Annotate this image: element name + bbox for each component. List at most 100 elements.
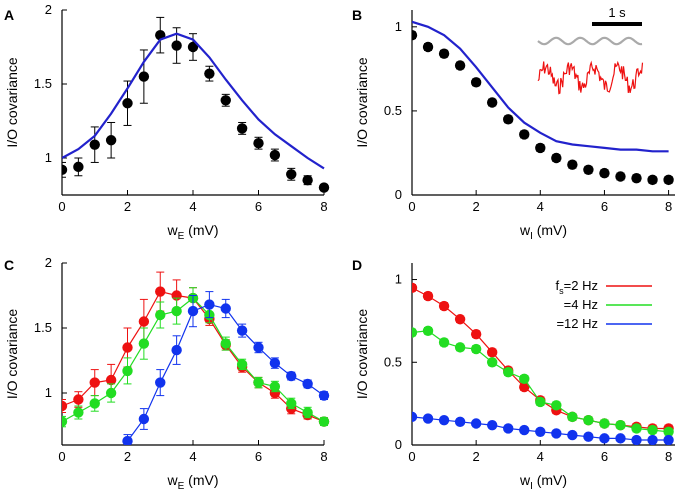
panel-a-y-tick-label: 1 [45, 150, 52, 165]
panel-a-series-data-point [73, 161, 84, 173]
panel-a-series-data-point [89, 139, 100, 150]
panel-c-series-12-hz-point [187, 305, 199, 317]
panel-d-xlabel-unit: (mV) [533, 472, 567, 488]
panel-a-series-data-point [187, 41, 199, 53]
stimulus-sine-wave [537, 36, 643, 46]
panel-d-x-tick-label: 2 [473, 449, 480, 464]
panel-b-xlabel-unit: (mV) [533, 222, 567, 238]
panel-d-series-2-hz-point [470, 328, 482, 340]
panel-c-data [62, 271, 330, 445]
panel-d-series-2-hz-point [454, 314, 466, 325]
legend-prefix: f [556, 278, 560, 293]
panel-d-series-12-hz-point [438, 414, 450, 426]
panel-c-label: C [4, 257, 14, 273]
panel-d-ylabel: I/O covariance [354, 309, 370, 399]
panel-d-series-12-hz-point [599, 433, 610, 444]
panel-b-x-tick-label: 4 [537, 199, 544, 214]
panel-c-series-4-hz-point [236, 359, 248, 370]
panel-c-series-4-hz-point [220, 338, 231, 349]
panel-d-series-4-hz-point [567, 411, 578, 423]
panel-d-series-12-hz [412, 411, 674, 445]
panel-b-series-data-point [486, 97, 498, 108]
panel-d-x-tick-label: 0 [408, 449, 415, 464]
panel-b-series-data-point [631, 172, 642, 184]
panel-d-series-4-hz-point [551, 400, 562, 411]
panel-a-ylabel: I/O covariance [4, 57, 20, 147]
panel-c-series-12-hz-point [269, 357, 281, 369]
panel-d-series-12-hz-point [583, 431, 594, 442]
panel-d-series-2-hz-point [486, 347, 498, 358]
panel-a-label: A [4, 7, 14, 23]
panel-b-series-data-point [567, 159, 578, 170]
panel-a-series-data-point [138, 71, 150, 82]
panel-c-series-12-hz-point [138, 413, 150, 425]
panel-b-series-data-point [599, 167, 610, 179]
panel-a-series-data-point [269, 149, 281, 161]
panel-a-series-data-point [220, 95, 231, 106]
panel-d-series-2-hz-point [412, 282, 418, 294]
panel-d-xlabel: wI (mV) [519, 472, 567, 492]
panel-d-y-tick-label: 0 [395, 437, 402, 452]
panel-b-ylabel: I/O covariance [354, 57, 370, 147]
legend-value: =2 Hz [564, 278, 598, 293]
panel-a-y-tick-label: 1.5 [34, 76, 52, 91]
panel-b-inset: 1 s [537, 5, 644, 95]
panel-c-series-12-hz-point [155, 377, 166, 388]
panel-c-series-4-hz-point [286, 398, 297, 409]
panel-d-series-12-hz-point [663, 434, 674, 445]
panel-c-series-12-hz-point [302, 378, 313, 390]
panel-a-series-theory-curve [62, 32, 325, 170]
panel-c-series-4-hz-point [105, 387, 117, 399]
panel-c-series-12-hz-point [253, 342, 264, 353]
panel-b-y-tick-label: 0 [395, 187, 402, 202]
panel-a-series-theory [62, 32, 325, 170]
panel-d-series-12-hz-point [412, 411, 418, 423]
panel-a-series-data [62, 16, 330, 193]
panel-b-series-data-point [615, 171, 626, 182]
panel-b-xlabel-main: w [519, 222, 531, 238]
panel-c-series-2-hz-point [62, 400, 68, 412]
panel-c-series-2-hz-point [155, 286, 166, 297]
legend-label: =12 Hz [556, 316, 598, 331]
panel-d-series-4-hz-point [631, 423, 642, 434]
legend-label: fs=2 Hz [556, 278, 598, 296]
panel-d-series-12-hz-point [470, 418, 482, 429]
panel-b-series-theory-curve [412, 20, 669, 153]
panel-d-series-4-hz-point [438, 337, 450, 348]
legend-label: =4 Hz [564, 297, 598, 312]
panel-a-y-tick-label: 2 [45, 2, 52, 17]
panel-c-series-2-hz-point [105, 374, 117, 386]
panel-c-x-tick-label: 4 [189, 449, 196, 464]
panel-c-series-12-hz-point [286, 370, 297, 382]
panel-b-data [412, 20, 674, 186]
panel-c-series-12-hz-point [236, 325, 248, 336]
panel-b-series-data-point [519, 129, 530, 140]
panel-d-series-4-hz-point [486, 357, 498, 368]
panel-c-series-4-hz-point [155, 309, 166, 321]
panel-d-data [412, 282, 674, 445]
panel-d-series-4-hz-point [412, 327, 418, 338]
panel-d-series-4-hz-point [470, 343, 482, 355]
panel-b-series-data-point [454, 60, 466, 71]
panel-c-y-tick-label: 2 [45, 255, 52, 270]
panel-a-x-tick-label: 2 [124, 199, 131, 214]
panel-d-series-12-hz-point [486, 419, 498, 431]
panel-b-x-tick-label: 8 [665, 199, 672, 214]
panel-d-series-4-hz-point [663, 426, 674, 437]
panel-c-series-4-hz-point [318, 416, 330, 427]
panel-d-series-12-hz-point [647, 434, 658, 445]
panel-a-series-data-point [171, 40, 182, 51]
panel-d-label: D [352, 257, 362, 273]
panel-a-xlabel-unit: (mV) [184, 222, 218, 238]
panel-a-x-tick-label: 4 [189, 199, 196, 214]
panel-c-series-2-hz-point [122, 342, 133, 353]
panel-d-x-tick-label: 6 [601, 449, 608, 464]
panel-b-series-data-point [412, 30, 418, 41]
panel-c-x-tick-label: 8 [320, 449, 327, 464]
legend-sub: s [559, 286, 564, 296]
panel-b-series-data-point [551, 152, 562, 164]
panel-c-series-4-hz-point [122, 365, 133, 377]
panel-c-series-12-hz-point [122, 435, 133, 445]
